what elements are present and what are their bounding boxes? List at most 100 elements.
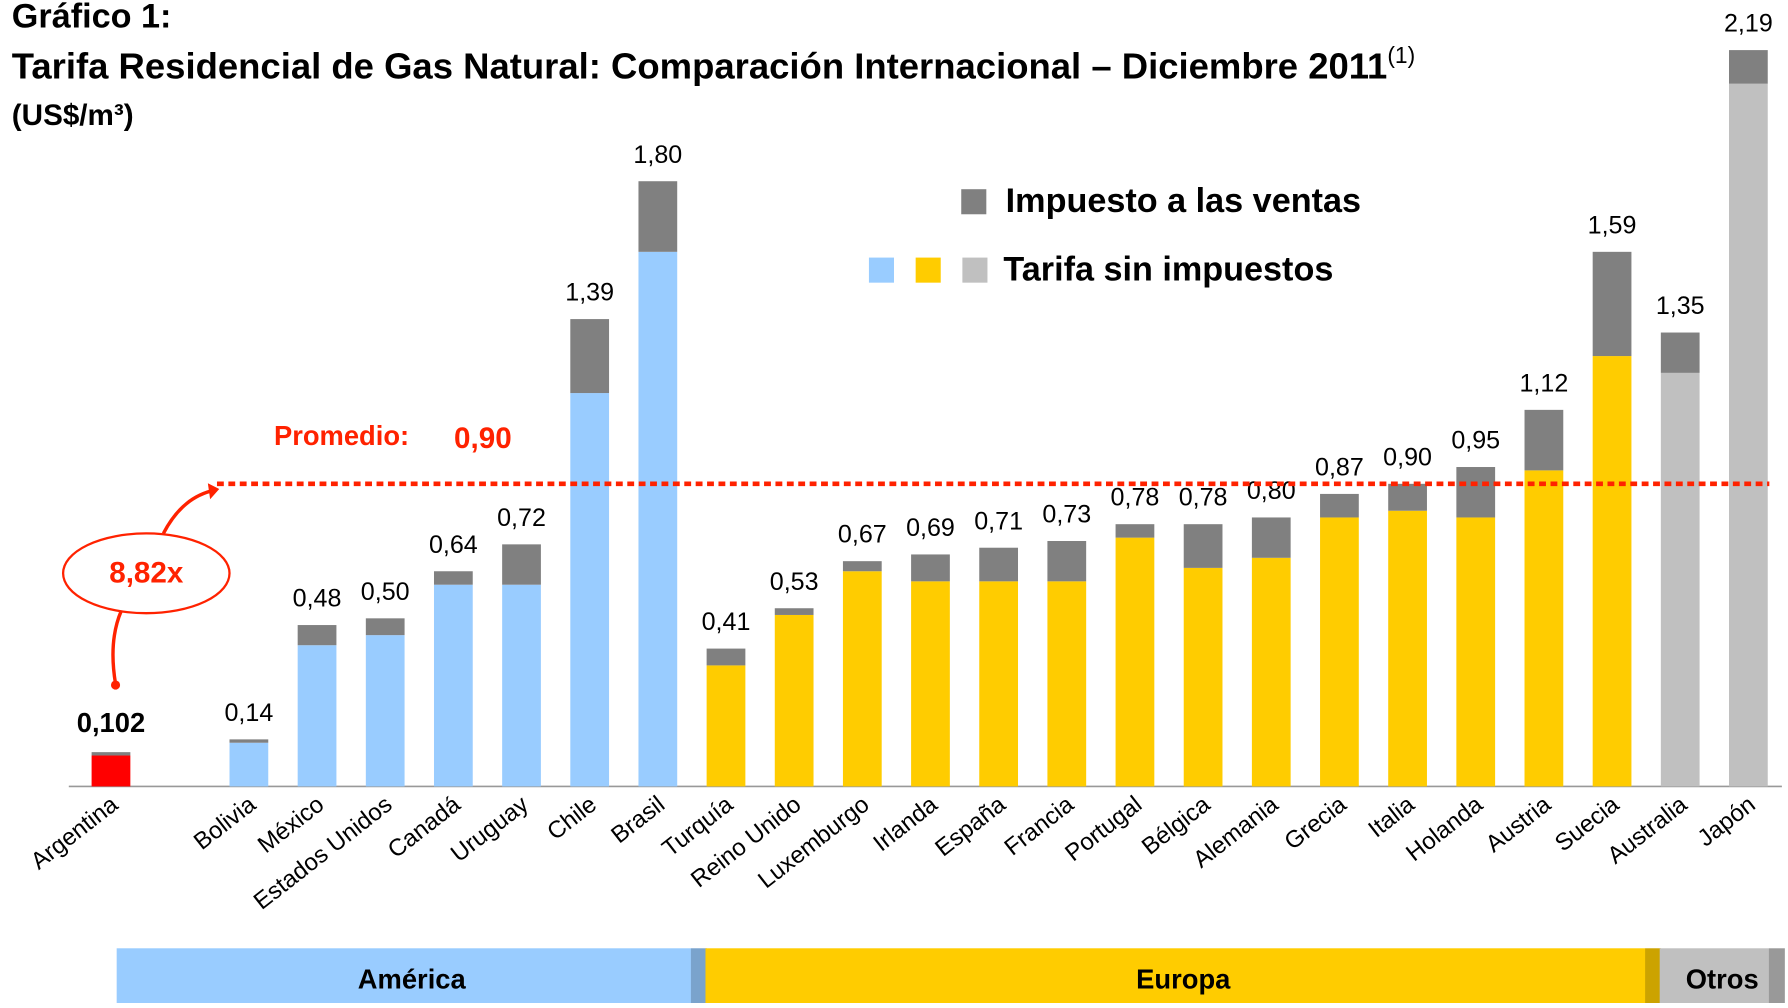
bar-tax [1251,517,1291,558]
bar-tax [91,752,131,756]
x-tick-label: Portugal [1060,791,1147,867]
x-tick-label: Uruguay [446,791,534,868]
value-label: 0,41 [702,608,751,636]
bar-base [1320,517,1359,787]
x-tick-label: España [930,790,1011,862]
bar-base [842,571,882,787]
value-label: 0,95 [1451,427,1500,455]
chart-title: Gráfico 1: [12,0,172,35]
legend-swatch [961,189,987,215]
value-label: 0,64 [429,531,478,559]
group-label: Europa [1136,964,1231,995]
bar-base [1183,567,1223,787]
bar-base [1660,372,1700,787]
chart-subtitle: Tarifa Residencial de Gas Natural: Compa… [12,42,1415,86]
bar-tax [842,561,882,572]
bar-tax [1456,467,1496,518]
group-band [116,948,707,1003]
bar-base [502,584,541,787]
bar-tax [570,319,610,394]
value-label: 1,12 [1520,369,1569,397]
average-value: 0,90 [454,422,512,455]
bar-base [1728,83,1768,787]
bar-base [433,584,473,787]
ratio-dot [110,680,121,690]
x-tick-label: Argentina [26,790,124,875]
x-tick-label: Bolivia [189,790,262,855]
ratio-arrow [161,488,216,535]
value-label: 0,87 [1315,453,1364,481]
value-label: 0,53 [770,568,819,596]
bar-tax [1183,524,1223,568]
x-tick-label: Japón [1693,791,1761,852]
bar-base [1251,557,1291,787]
bar-tax [229,739,269,743]
bar-base [365,635,405,787]
bar-tax [911,554,950,582]
value-label: 0,71 [974,507,1023,535]
legend-swatch [962,257,988,283]
legend-label: Impuesto a las ventas [1006,182,1361,220]
value-label: 0,102 [77,707,145,738]
unit-label: (US$/m³) [12,99,134,132]
bar-base [706,665,746,787]
group-band-edge [690,948,707,1003]
group-label: América [358,964,467,995]
bar-tax [365,618,405,636]
bar-tax [1047,540,1087,582]
bar-base [297,645,337,787]
ratio-arrow [111,610,123,685]
bar-base [638,251,678,787]
value-label: 2,19 [1724,10,1773,38]
bar-tax [1728,50,1768,84]
value-label: 0,73 [1042,501,1091,529]
bar-tax [979,547,1019,582]
value-label: 0,78 [1111,484,1160,512]
value-label: 0,69 [906,514,955,542]
bar-tax [1115,524,1155,538]
bar-tax [1660,332,1700,373]
value-label: 0,90 [1383,443,1432,471]
value-label: 0,78 [1179,484,1228,512]
group-band [1659,948,1785,1003]
group-label: Otros [1686,964,1759,995]
ratio-arrowhead [207,483,220,500]
x-tick-label: Italia [1363,790,1420,843]
bar-base [1047,581,1087,787]
x-tick-label: Austria [1481,790,1557,858]
legend-swatch [915,257,941,283]
bar-base [1592,356,1632,787]
bar-tax [638,181,678,252]
x-tick-label: Irlanda [868,790,943,857]
value-label: 0,72 [497,504,546,532]
average-label: Promedio: [274,420,409,451]
bar-tax [433,571,473,585]
bar-tax [1524,409,1564,471]
bar-tax [1388,483,1427,511]
bar-base [774,614,814,787]
value-label: 1,80 [633,141,682,169]
bar-tax [774,608,814,615]
bar-tax [1320,493,1359,518]
group-band-edge [1645,948,1662,1003]
bar-tax [297,625,337,646]
ratio-ellipse [61,532,231,615]
bar-base [1388,510,1427,787]
value-label: 1,39 [565,279,614,307]
legend-label: Tarifa sin impuestos [1003,250,1333,288]
bar-base [229,742,269,787]
value-label: 0,50 [361,578,410,606]
bar-base [91,755,131,787]
bar-tax [706,648,746,666]
bar-base [1456,517,1496,787]
subtitle-text: Tarifa Residencial de Gas Natural: Compa… [12,45,1388,86]
x-tick-label: Holanda [1401,790,1488,867]
bar-base [570,393,610,787]
legend-swatch [868,257,894,283]
bar-base [1115,537,1155,787]
group-band-edge [1768,948,1785,1003]
value-label: 0,48 [293,585,342,613]
value-label: 0,14 [224,699,273,727]
value-label: 0,67 [838,521,887,549]
